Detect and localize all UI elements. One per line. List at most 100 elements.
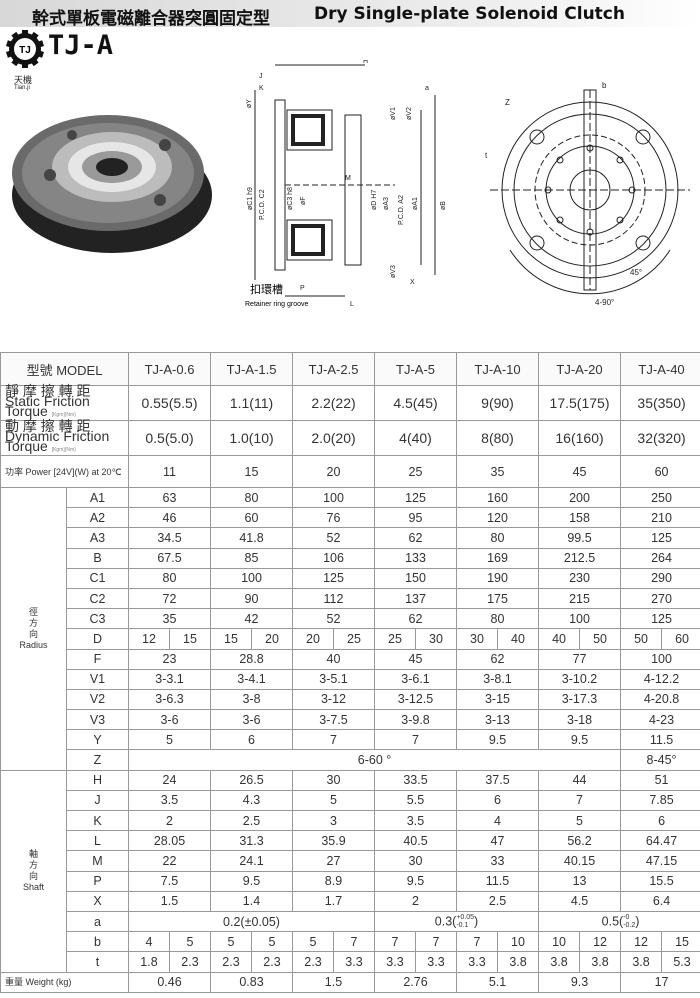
dimension-key: A3 <box>66 527 129 549</box>
model-name: TJ-A-2.5 <box>292 352 375 386</box>
dim-label: P.C.D. C2 <box>259 189 266 220</box>
table-cell: 0.3(+0.05 -0.1) <box>373 910 540 933</box>
table-cell: 1.5 <box>292 971 375 993</box>
table-cell: 3.5 <box>128 789 211 812</box>
dimension-key: F <box>66 648 129 670</box>
model-header: 型號 MODEL <box>0 352 129 386</box>
table-cell: 7.85 <box>620 789 700 812</box>
tolerance: -0 -0.2 <box>623 914 635 930</box>
table-cell: 13 <box>538 870 622 892</box>
table-cell: 12 <box>128 628 170 650</box>
title-english: Dry Single-plate Solenoid Clutch <box>314 4 625 24</box>
table-cell: 15 <box>661 931 700 953</box>
table-cell: 47.15 <box>620 850 700 872</box>
label-en: Radius <box>19 639 48 650</box>
table-cell: 5 <box>292 789 375 812</box>
table-cell: 2.3 <box>251 951 293 973</box>
table-cell: 8.9 <box>292 870 375 892</box>
dimension-key: a <box>66 910 129 933</box>
table-cell: 6-60 ° <box>127 749 622 771</box>
dimension-key: b <box>66 931 129 953</box>
table-cell: 80 <box>128 567 211 589</box>
table-cell: 20 <box>292 628 334 650</box>
table-cell: 264 <box>620 547 700 569</box>
dimension-key: Y <box>66 729 129 751</box>
table-cell: 7 <box>456 931 498 953</box>
table-cell: 5 <box>251 931 293 953</box>
table-cell: 3-18 <box>538 709 622 731</box>
table-cell: 22 <box>128 850 211 872</box>
tolerance-upper: -0 <box>623 913 630 921</box>
table-cell: 6.4 <box>620 890 700 912</box>
table-cell: 25 <box>333 628 375 650</box>
table-cell: 72 <box>128 587 211 610</box>
table-cell: 190 <box>455 567 540 589</box>
table-cell: 3-10.2 <box>538 668 622 690</box>
table-cell: 9.5 <box>538 729 622 751</box>
table-cell: 150 <box>374 567 457 589</box>
table-cell: 60 <box>620 455 700 488</box>
table-cell: 2.5 <box>210 809 293 832</box>
table-cell: 215 <box>538 587 622 610</box>
table-cell: 6 <box>210 729 293 751</box>
dim-label: J <box>259 73 263 80</box>
table-cell: 3.3 <box>333 951 375 973</box>
table-cell: 60 <box>661 628 700 650</box>
table-cell: 63 <box>128 486 211 509</box>
dim-label: øV3 <box>390 265 397 278</box>
model-name: TJ-A-20 <box>538 352 622 386</box>
brand-english: Tian.ji <box>14 85 30 91</box>
table-cell: 35 <box>128 608 211 630</box>
table-cell: 37.5 <box>455 769 540 791</box>
dimension-key: B <box>66 547 129 569</box>
radius-group-label: 徑 方 向 Radius <box>0 487 67 771</box>
table-cell: 4.5 <box>538 890 622 912</box>
table-cell: 26.5 <box>210 769 293 791</box>
dim-label: b <box>602 81 607 90</box>
table-cell: 10 <box>538 931 581 953</box>
table-cell: 3 <box>292 809 375 832</box>
table-cell: 4 <box>128 931 170 953</box>
table-cell: 5 <box>538 809 622 832</box>
table-cell: 2 <box>374 890 457 912</box>
model-name: TJ-A-10 <box>455 352 540 386</box>
table-cell: 1.0(10) <box>210 420 293 456</box>
power-label: 功率 Power [24V](W) at 20℃ <box>0 455 129 488</box>
table-cell: 76 <box>292 507 375 529</box>
tolerance-close: ) <box>635 913 640 928</box>
tolerance-base: 0.5( <box>601 913 624 928</box>
table-cell: 3-6.1 <box>374 668 457 690</box>
table-cell: 3.8 <box>620 951 663 973</box>
table-cell: 0.55(5.5) <box>128 385 211 421</box>
table-cell: 3-12 <box>292 688 375 711</box>
table-cell: 34.5 <box>128 527 211 549</box>
table-cell: 4 <box>455 809 540 832</box>
table-cell: 2.2(22) <box>292 385 375 421</box>
model-name: TJ-A-1.5 <box>210 352 293 386</box>
table-cell: 52 <box>292 608 375 630</box>
table-cell: 51 <box>620 769 700 791</box>
spec-table: 型號 MODEL TJ-A-0.6 TJ-A-1.5 TJ-A-2.5 TJ-A-5 TJ… <box>0 352 700 993</box>
table-cell: 52 <box>292 527 375 549</box>
tolerance-upper: +0.05 <box>456 913 475 921</box>
table-cell: 33 <box>455 850 540 872</box>
dimension-key: H <box>66 769 129 791</box>
table-cell: 30 <box>415 628 457 650</box>
table-cell: 17 <box>620 971 700 993</box>
table-cell: 1.5 <box>128 890 211 912</box>
table-cell: 3.3 <box>456 951 498 973</box>
table-cell: 42 <box>210 608 293 630</box>
table-cell: 125 <box>374 486 457 509</box>
table-cell: 1.1(11) <box>210 385 293 421</box>
table-cell: 3-3.1 <box>128 668 211 690</box>
dimension-key: L <box>66 830 129 852</box>
table-cell: 100 <box>292 486 375 509</box>
table-cell: 3-15 <box>455 688 540 711</box>
table-cell: 120 <box>455 507 540 529</box>
dim-label: P <box>300 285 305 292</box>
brand-chinese: 天機 <box>14 75 33 85</box>
static-torque-label: 靜 摩 擦 轉 距 Static Friction Torque [Kgm](N… <box>0 384 129 421</box>
label-en: Shaft <box>22 882 44 893</box>
table-cell: 210 <box>620 507 700 529</box>
